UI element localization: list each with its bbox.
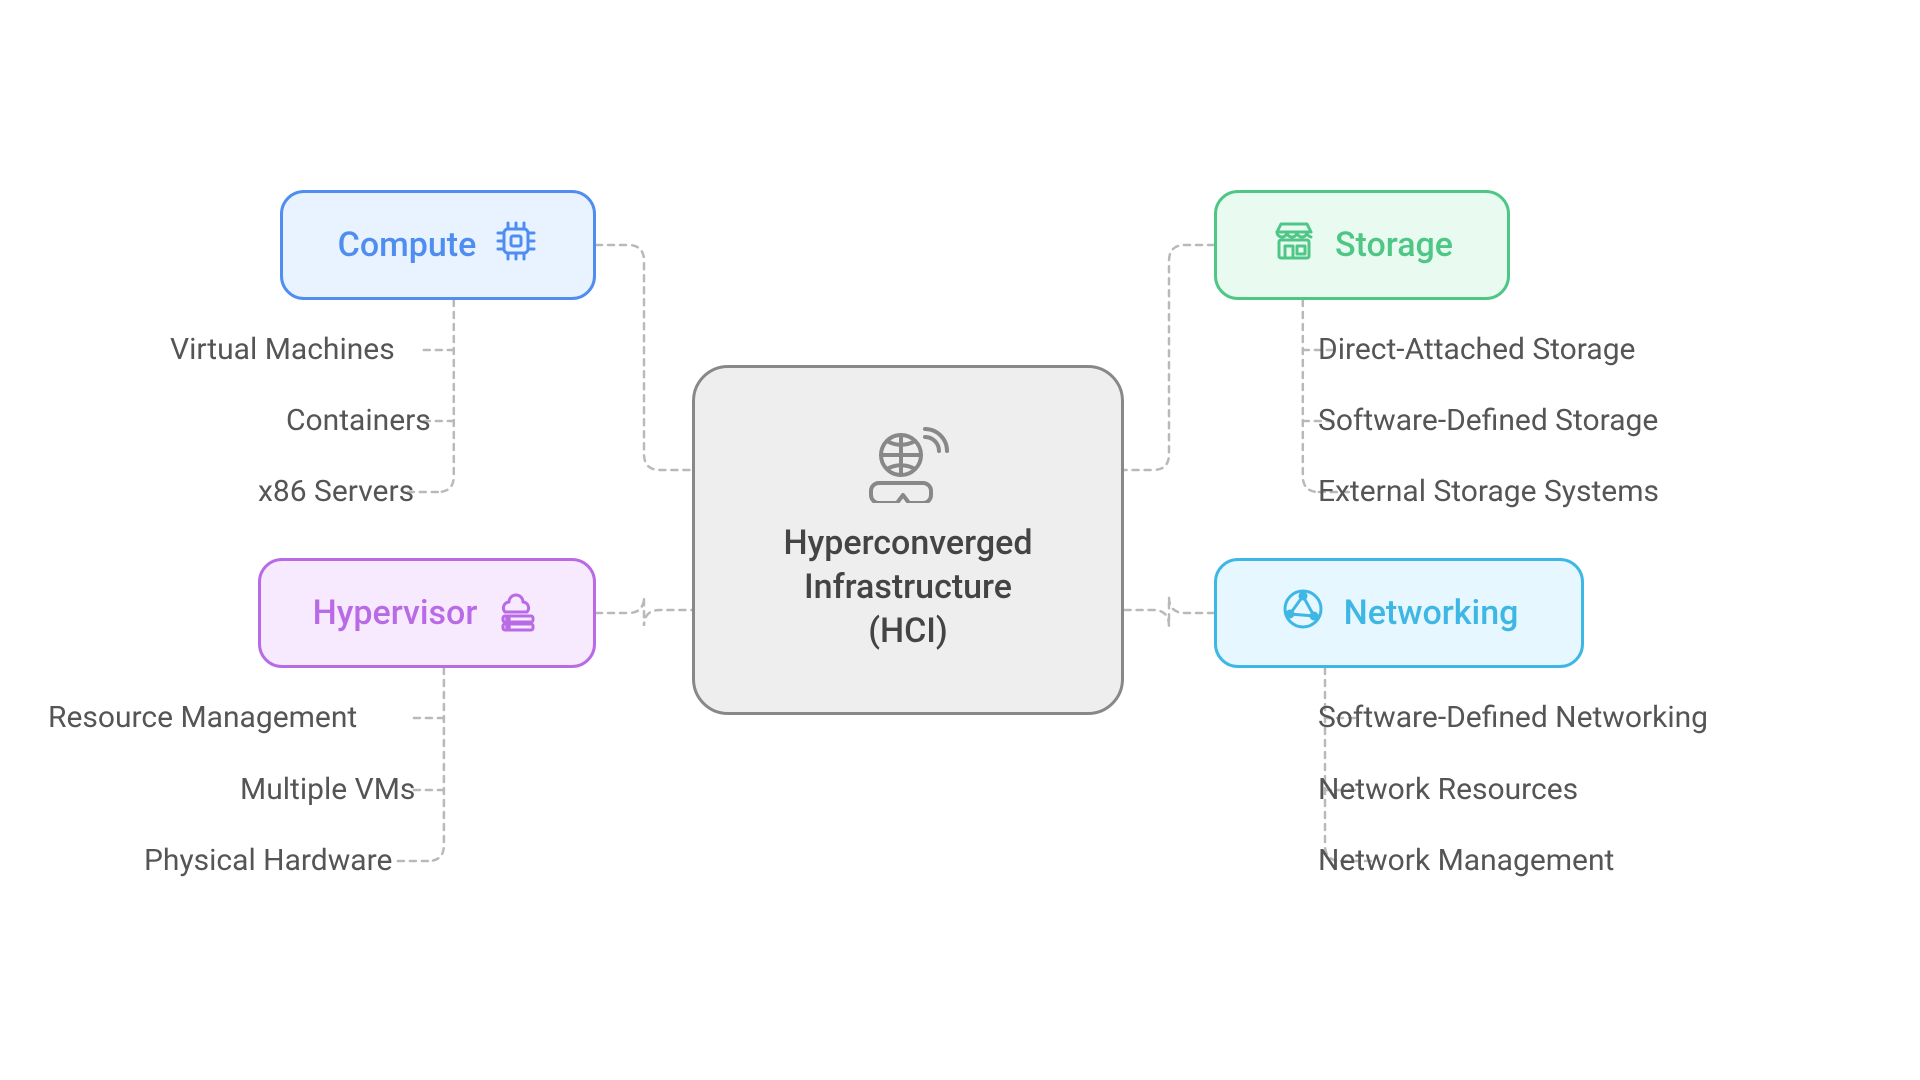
center-line2: Infrastructure: [784, 565, 1033, 609]
hypervisor-label: Hypervisor: [313, 593, 478, 633]
center-line3: (HCI): [784, 609, 1033, 653]
store-icon: [1271, 218, 1317, 273]
networking-item-0: Software-Defined Networking: [1318, 700, 1708, 735]
hypervisor-item-1: Multiple VMs: [240, 772, 415, 807]
globe-vr-icon: [865, 427, 951, 507]
networking-item-2: Network Management: [1318, 843, 1614, 878]
storage-item-2: External Storage Systems: [1318, 474, 1659, 509]
compute-item-0: Virtual Machines: [170, 332, 395, 367]
networking-node: Networking: [1214, 558, 1584, 668]
compute-label: Compute: [338, 225, 477, 265]
center-line1: Hyperconverged: [784, 521, 1033, 565]
hypervisor-item-2: Physical Hardware: [144, 843, 392, 878]
globe-network-icon: [1280, 586, 1326, 641]
networking-label: Networking: [1344, 593, 1519, 633]
hypervisor-node: Hypervisor: [258, 558, 596, 668]
compute-item-1: Containers: [286, 403, 431, 438]
hypervisor-item-0: Resource Management: [48, 700, 357, 735]
storage-label: Storage: [1335, 225, 1453, 265]
center-title: Hyperconverged Infrastructure (HCI): [784, 521, 1033, 654]
storage-node: Storage: [1214, 190, 1510, 300]
cpu-icon: [494, 219, 538, 272]
networking-item-1: Network Resources: [1318, 772, 1578, 807]
hci-diagram: Hyperconverged Infrastructure (HCI) Comp…: [0, 0, 1920, 1080]
compute-item-2: x86 Servers: [258, 474, 414, 509]
compute-node: Compute: [280, 190, 596, 300]
storage-item-0: Direct-Attached Storage: [1318, 332, 1635, 367]
center-node: Hyperconverged Infrastructure (HCI): [692, 365, 1124, 715]
cloud-server-icon: [495, 586, 541, 641]
storage-item-1: Software-Defined Storage: [1318, 403, 1658, 438]
